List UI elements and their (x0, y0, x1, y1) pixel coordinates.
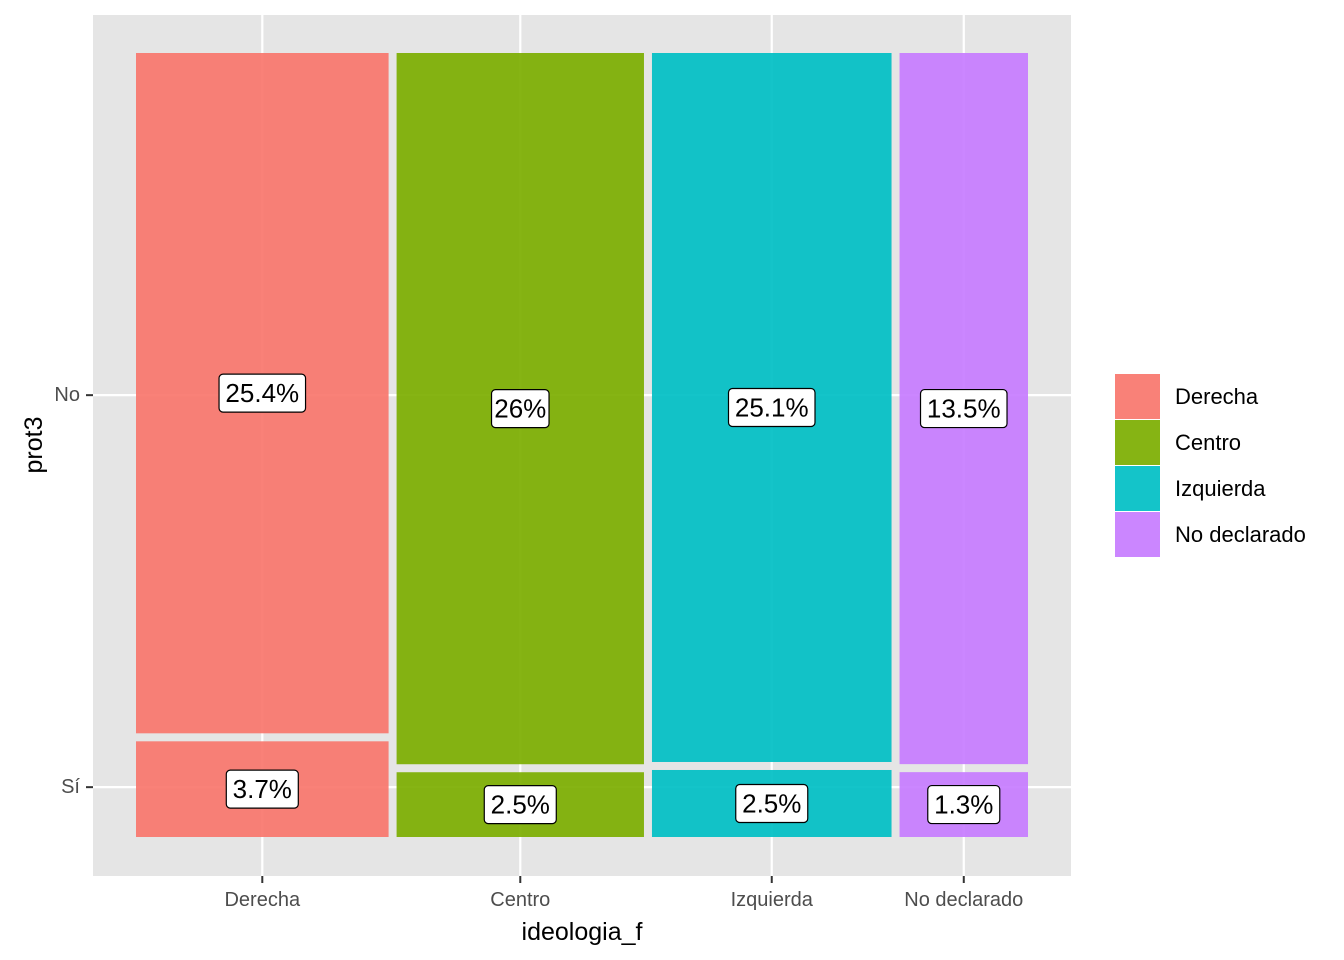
legend-item-centro: Centro (1115, 420, 1241, 465)
x-axis-title: ideologia_f (522, 918, 643, 946)
x-tick-label-centro: Centro (490, 889, 550, 911)
data-label-izquierda-no: 25.1% (727, 387, 816, 428)
y-tick-label-no: No (54, 384, 80, 406)
legend-label: Izquierda (1175, 476, 1266, 501)
data-label-box (735, 783, 809, 824)
data-label-text: 2.5% (742, 788, 801, 818)
x-tick-label-izquierda: Izquierda (731, 889, 814, 911)
legend-swatch (1115, 420, 1160, 465)
axes: Derecha Centro Izquierda No declarado No Sí (54, 384, 1023, 911)
x-tick-label-derecha: Derecha (224, 889, 300, 911)
data-label-derecha-no: 25.4% (218, 373, 307, 413)
data-label-box (490, 389, 550, 429)
legend-label: No declarado (1175, 522, 1306, 547)
legend-item-izquierda: Izquierda (1115, 466, 1266, 511)
data-label-box (483, 785, 557, 825)
legend-label: Centro (1175, 430, 1241, 455)
data-label-text: 2.5% (491, 790, 550, 820)
y-tick-label-si: Sí (61, 776, 80, 798)
data-label-text: 1.3% (934, 790, 993, 820)
legend-item-no-declarado: No declarado (1115, 512, 1306, 557)
data-label-derecha-si: 3.7% (225, 769, 299, 809)
data-label-box (927, 784, 1001, 825)
y-axis-title: prot3 (20, 417, 48, 474)
data-label-text: 25.1% (735, 392, 809, 422)
data-label-izquierda-si: 2.5% (735, 783, 809, 824)
legend: Derecha Centro Izquierda No declarado (1115, 374, 1306, 557)
legend-item-derecha: Derecha (1115, 374, 1259, 419)
data-label-centro-no: 26% (490, 389, 550, 429)
data-label-box (225, 769, 299, 809)
data-label-text: 13.5% (927, 394, 1001, 424)
data-label-text: 25.4% (225, 378, 299, 408)
data-label-no-declarado-si: 1.3% (927, 784, 1001, 825)
data-labels: 25.4% 3.7% 26% 2.5% 25.1% 2.5% 13.5% 1.3% (218, 373, 1008, 825)
data-label-box (727, 387, 816, 428)
data-label-centro-si: 2.5% (483, 785, 557, 825)
legend-swatch (1115, 512, 1160, 557)
legend-label: Derecha (1175, 384, 1259, 409)
legend-swatch (1115, 466, 1160, 511)
data-label-text: 3.7% (233, 774, 292, 804)
legend-swatch (1115, 374, 1160, 419)
data-label-box (218, 373, 307, 413)
data-label-box (919, 388, 1008, 429)
data-label-text: 26% (494, 394, 546, 424)
data-label-no-declarado-no: 13.5% (919, 388, 1008, 429)
x-tick-label-no-declarado: No declarado (904, 889, 1023, 911)
